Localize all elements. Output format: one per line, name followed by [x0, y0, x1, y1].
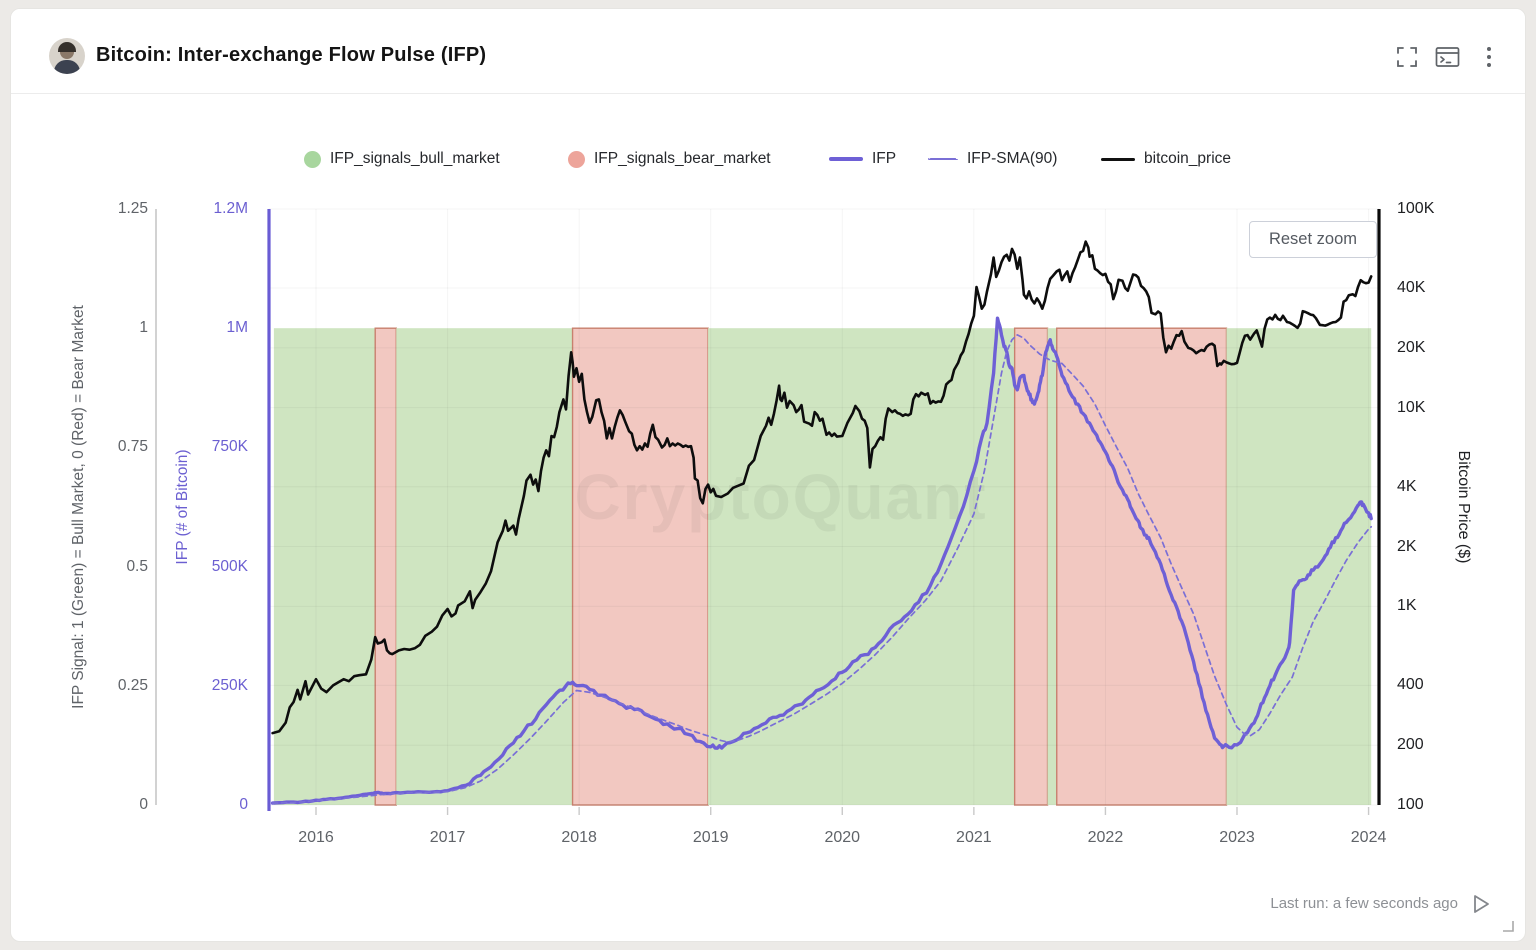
card-header: Bitcoin: Inter-exchange Flow Pulse (IFP) — [11, 9, 1525, 94]
last-run-status: Last run: a few seconds ago — [1270, 895, 1458, 912]
legend-item-ifp[interactable]: IFP — [829, 149, 896, 169]
kebab-menu-icon[interactable] — [1475, 43, 1503, 71]
price-axis-tick: 10K — [1397, 398, 1426, 416]
x-axis-tick: 2023 — [1219, 829, 1255, 846]
price-axis-tick: 40K — [1397, 279, 1426, 297]
legend-item-bull-market[interactable]: IFP_signals_bull_market — [304, 149, 500, 169]
ifp-axis-tick: 500K — [211, 557, 248, 575]
legend-item-ifp-sma[interactable]: IFP-SMA(90) — [928, 149, 1057, 169]
x-axis-tick: 2024 — [1350, 829, 1387, 846]
legend-label: IFP-SMA(90) — [967, 150, 1058, 167]
x-axis-tick: 2018 — [561, 829, 597, 846]
ifp-axis-tick: 1M — [226, 319, 248, 337]
legend-label: IFP — [872, 150, 897, 167]
bear-market-dot-icon — [568, 150, 585, 168]
price-axis-tick: 2K — [1397, 537, 1417, 555]
signal-axis-tick: 0 — [139, 796, 148, 813]
x-axis-tick: 2017 — [429, 829, 466, 846]
x-axis-tick: 2021 — [956, 829, 992, 846]
run-query-button[interactable] — [1468, 890, 1494, 923]
resize-corner-icon[interactable] — [1499, 917, 1515, 938]
legend-label: bitcoin_price — [1144, 150, 1232, 167]
price-axis-tick: 20K — [1397, 338, 1426, 356]
signal-axis-tick: 1.25 — [117, 200, 148, 217]
ifp-axis-tick: 0 — [239, 796, 248, 813]
signal-axis-title: IFP Signal: 1 (Green) = Bull Market, 0 (… — [70, 305, 87, 709]
x-axis-tick: 2019 — [692, 829, 729, 846]
avatar[interactable] — [49, 38, 85, 74]
reset-zoom-button[interactable]: Reset zoom — [1249, 221, 1377, 258]
console-icon[interactable] — [1433, 43, 1461, 71]
price-axis-tick: 4K — [1397, 477, 1417, 495]
price-axis-tick: 200 — [1397, 736, 1424, 754]
ifp-sma-line-icon — [928, 158, 958, 160]
ifp-axis-tick: 1.2M — [213, 200, 248, 217]
avatar-body — [54, 60, 80, 74]
signal-axis-tick: 0.75 — [117, 438, 148, 456]
x-axis-tick: 2016 — [298, 829, 334, 846]
x-axis-tick: 2022 — [1087, 829, 1124, 846]
signal-axis-tick: 0.5 — [126, 557, 148, 575]
price-axis-tick: 1K — [1397, 597, 1417, 615]
svg-text:CryptoQuant: CryptoQuant — [574, 461, 987, 533]
price-axis-tick: 400 — [1397, 676, 1424, 694]
fullscreen-icon[interactable] — [1393, 43, 1421, 71]
legend-item-bitcoin-price[interactable]: bitcoin_price — [1101, 149, 1231, 169]
legend-label: IFP_signals_bear_market — [594, 150, 771, 167]
ifp-axis-title: IFP (# of Bitcoin) — [174, 449, 191, 565]
bitcoin-price-line-icon — [1101, 157, 1135, 161]
ifp-line-icon — [829, 157, 863, 161]
price-axis-title: Bitcoin Price ($) — [1455, 450, 1472, 564]
ifp-axis-tick: 750K — [211, 438, 248, 456]
x-axis-tick: 2020 — [824, 829, 861, 846]
page-title: Bitcoin: Inter-exchange Flow Pulse (IFP) — [96, 44, 487, 66]
price-axis-tick: 100 — [1397, 796, 1424, 813]
ifp-axis-tick: 250K — [211, 676, 248, 694]
legend-item-bear-market[interactable]: IFP_signals_bear_market — [568, 149, 771, 169]
signal-axis-tick: 0.25 — [117, 676, 148, 694]
avatar-hair — [58, 42, 76, 52]
legend-label: IFP_signals_bull_market — [330, 150, 500, 167]
signal-axis-tick: 1 — [139, 319, 148, 337]
chart-plot-area[interactable]: CryptoQuant — [11, 9, 1526, 942]
price-axis-tick: 100K — [1397, 200, 1435, 217]
bull-market-dot-icon — [304, 150, 321, 168]
chart-card: Bitcoin: Inter-exchange Flow Pulse (IFP)… — [10, 8, 1526, 942]
